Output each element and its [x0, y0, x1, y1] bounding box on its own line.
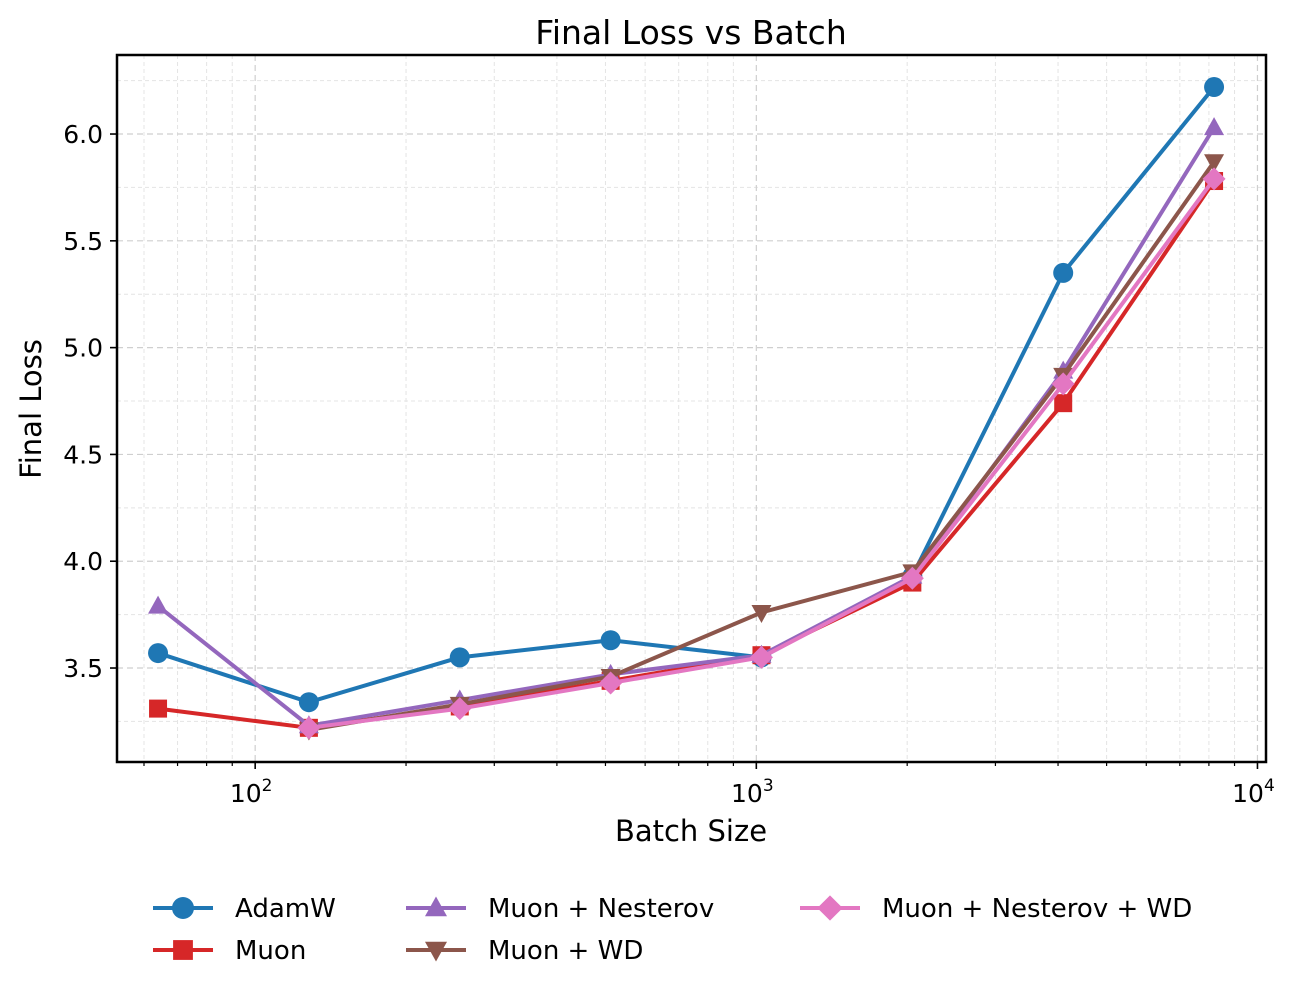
- data-point: [599, 671, 623, 695]
- data-point: [1204, 154, 1225, 173]
- data-point: [148, 595, 169, 614]
- legend-marker: [817, 895, 843, 921]
- y-tick-label: 6.0: [63, 120, 103, 149]
- data-point: [297, 716, 321, 740]
- legend-item: Muon + WD: [406, 936, 643, 966]
- legend-marker: [173, 940, 193, 960]
- legend-marker: [425, 941, 447, 962]
- data-point: [1051, 372, 1075, 396]
- data-point: [449, 647, 470, 668]
- legend-label: Muon: [235, 936, 306, 966]
- legend-item: Muon: [153, 936, 306, 966]
- series-line: [157, 85, 1216, 705]
- legend-item: Muon + Nesterov + WD: [800, 894, 1192, 924]
- x-tick-label: 102: [230, 776, 273, 808]
- y-axis-ticks: 3.5 4.0 4.5 5.0 5.5 6.0: [63, 120, 117, 683]
- plot-frame: [115, 53, 1268, 764]
- data-point: [749, 645, 773, 669]
- legend-marker: [425, 896, 447, 917]
- legend-label: Muon + Nesterov + WD: [882, 894, 1192, 924]
- legend-label: AdamW: [235, 894, 336, 924]
- x-axis-ticks: 102 103 104: [143, 762, 1275, 808]
- y-tick-label: 4.5: [63, 440, 103, 469]
- x-tick-label: 104: [1232, 776, 1275, 808]
- legend-item: Muon + Nesterov: [406, 894, 714, 924]
- series-muon-nesterov-wd: [297, 167, 1226, 740]
- series-adamw: [148, 77, 1225, 713]
- legend-marker: [172, 897, 194, 919]
- y-tick-label: 5.0: [63, 334, 103, 363]
- y-tick-label: 4.0: [63, 547, 103, 576]
- data-point: [1202, 167, 1226, 191]
- data-point: [448, 697, 472, 721]
- legend-label: Muon + WD: [488, 936, 643, 966]
- x-axis-label: Batch Size: [615, 814, 767, 848]
- y-axis-label: Final Loss: [14, 339, 48, 479]
- data-point: [900, 566, 924, 590]
- data-point: [751, 604, 772, 623]
- series-layer: [148, 77, 1226, 741]
- data-point: [298, 692, 319, 713]
- y-tick-label: 5.5: [63, 227, 103, 256]
- data-point: [1053, 262, 1074, 283]
- data-point: [600, 630, 621, 651]
- data-point: [148, 643, 169, 664]
- x-tick-label: 103: [731, 776, 774, 808]
- y-tick-label: 3.5: [63, 654, 103, 683]
- data-point: [1204, 117, 1225, 136]
- data-point: [1204, 77, 1225, 98]
- data-point: [149, 699, 168, 718]
- data-point: [1054, 394, 1073, 413]
- legend-item: AdamW: [153, 894, 336, 924]
- chart-title: Final Loss vs Batch: [535, 13, 847, 52]
- legend: AdamW Muon Muon + Nesterov Muon + WD Muon + …: [153, 894, 1192, 966]
- legend-label: Muon + Nesterov: [488, 894, 714, 924]
